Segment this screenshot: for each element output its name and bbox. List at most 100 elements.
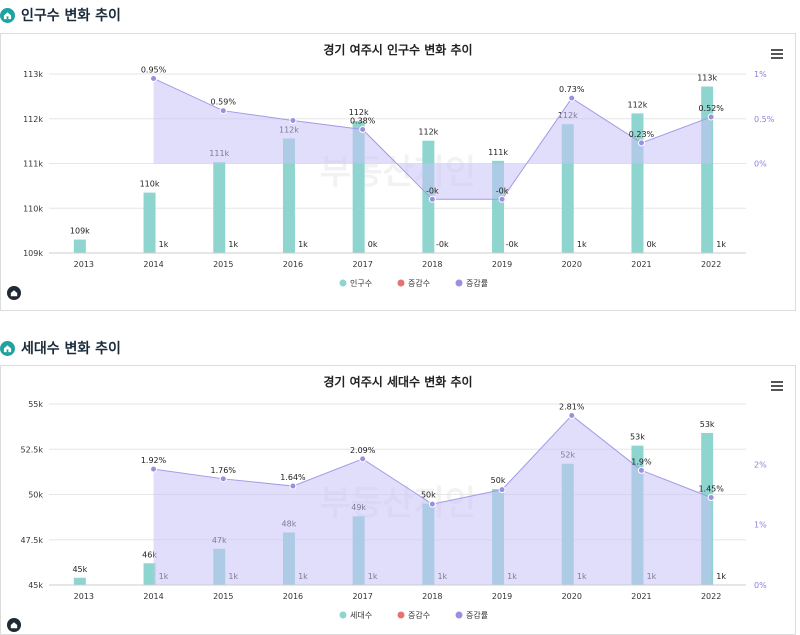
change-data-label: 1k [298,240,308,249]
hamburger-menu-icon[interactable] [771,49,783,59]
home-icon [0,340,15,356]
rate-data-label: 1.9% [631,457,652,466]
change-data-label: 1k [716,572,726,581]
bar [143,563,156,585]
y-left-tick-label: 52.5k [21,445,44,454]
rate-point [568,94,576,102]
bar-data-label: 53k [700,420,715,429]
x-tick-label: 2018 [422,592,442,601]
section-heading-households: 세대수 변화 추이 [0,336,121,360]
bar-data-label: 53k [630,433,645,442]
x-tick-label: 2020 [562,592,582,601]
rate-data-label: -0k [496,186,509,195]
x-tick-label: 2015 [213,592,233,601]
bar [213,162,226,253]
y-left-tick-label: 109k [23,249,43,258]
change-data-label: 1k [577,240,587,249]
rate-data-label: 1.64% [280,473,306,482]
legend-marker [339,611,347,619]
legend-label: 증감수 [408,278,430,288]
x-tick-label: 2021 [631,592,651,601]
rate-data-label: 0.38% [350,116,376,125]
rate-point [428,195,436,203]
x-tick-label: 2016 [283,592,303,601]
y-left-tick-label: 45k [28,581,43,590]
change-data-label: 0k [647,240,657,249]
home-icon [0,7,15,23]
section-heading-text: 인구수 변화 추이 [21,8,121,24]
bar [73,239,86,253]
y-right-tick-label: 2% [754,460,767,469]
rate-point [428,500,436,508]
rate-point [219,107,227,115]
rate-point [150,74,158,82]
legend-label: 증감률 [466,278,488,288]
y-right-tick-label: 0% [754,581,767,590]
x-tick-label: 2014 [143,260,163,269]
change-data-label: -0k [436,240,449,249]
x-tick-label: 2019 [492,592,512,601]
household-chart: 경기 여주시 세대수 변화 추이부동산지인45k47.5k50k52.5k55k… [21,374,768,620]
section-heading-text: 세대수 변화 추이 [21,341,121,357]
y-left-tick-label: 47.5k [21,536,44,545]
y-left-tick-label: 50k [28,491,43,500]
bar-data-label: 45k [72,565,87,574]
rate-data-label: 1.92% [141,456,167,465]
rate-point [219,475,227,483]
x-tick-label: 2022 [701,260,721,269]
rate-data-label: 2.81% [559,402,585,411]
x-tick-label: 2014 [143,592,163,601]
bar-data-label: 112k [627,100,647,109]
bar-data-label: 50k [491,476,506,485]
rate-point [289,482,297,490]
x-tick-label: 2013 [74,592,94,601]
legend-marker [455,611,463,619]
chart-title: 경기 여주시 세대수 변화 추이 [323,374,472,389]
y-left-tick-label: 113k [23,70,43,79]
x-tick-label: 2021 [631,260,651,269]
rate-point [707,494,715,502]
bar [73,577,86,585]
legend-marker [397,611,405,619]
bar-data-label: 112k [349,108,369,117]
legend-marker [397,279,405,287]
legend-label: 증감수 [408,610,430,620]
change-data-label: 1k [716,240,726,249]
population-chart: 경기 여주시 인구수 변화 추이부동산지인109k110k111k112k113… [23,42,775,288]
x-tick-label: 2018 [422,260,442,269]
rate-point [150,465,158,473]
rate-point [568,411,576,419]
y-left-tick-label: 55k [28,400,43,409]
legend-marker [339,279,347,287]
rate-data-label: 2.09% [350,446,376,455]
rate-data-label: 0.23% [629,130,655,139]
bar [282,138,295,253]
rate-point [498,486,506,494]
legend-label: 증감률 [466,610,488,620]
x-tick-label: 2015 [213,260,233,269]
bar-data-label: 46k [142,550,157,559]
rate-point [637,466,645,474]
hamburger-menu-icon[interactable] [771,381,783,391]
y-left-tick-label: 111k [23,160,43,169]
rate-data-label: 0.59% [211,98,237,107]
bar [143,192,156,253]
bar-data-label: 113k [697,74,717,83]
x-tick-label: 2017 [352,592,372,601]
legend-label: 인구수 [350,278,372,288]
rate-data-label: 0.52% [698,104,724,113]
bar-data-label: 50k [421,491,436,500]
legend-marker [455,279,463,287]
y-left-tick-label: 110k [23,204,43,213]
rate-data-label: -0k [426,186,439,195]
change-data-label: 1k [228,240,238,249]
rate-area [153,415,712,585]
brand-logo-icon [7,286,21,300]
rate-data-label: 0.95% [141,65,167,74]
change-data-label: 0k [368,240,378,249]
rate-point [359,125,367,133]
y-left-tick-label: 112k [23,115,43,124]
rate-data-label: 1.76% [211,466,237,475]
rate-area [153,78,712,200]
bar-data-label: 112k [418,128,438,137]
